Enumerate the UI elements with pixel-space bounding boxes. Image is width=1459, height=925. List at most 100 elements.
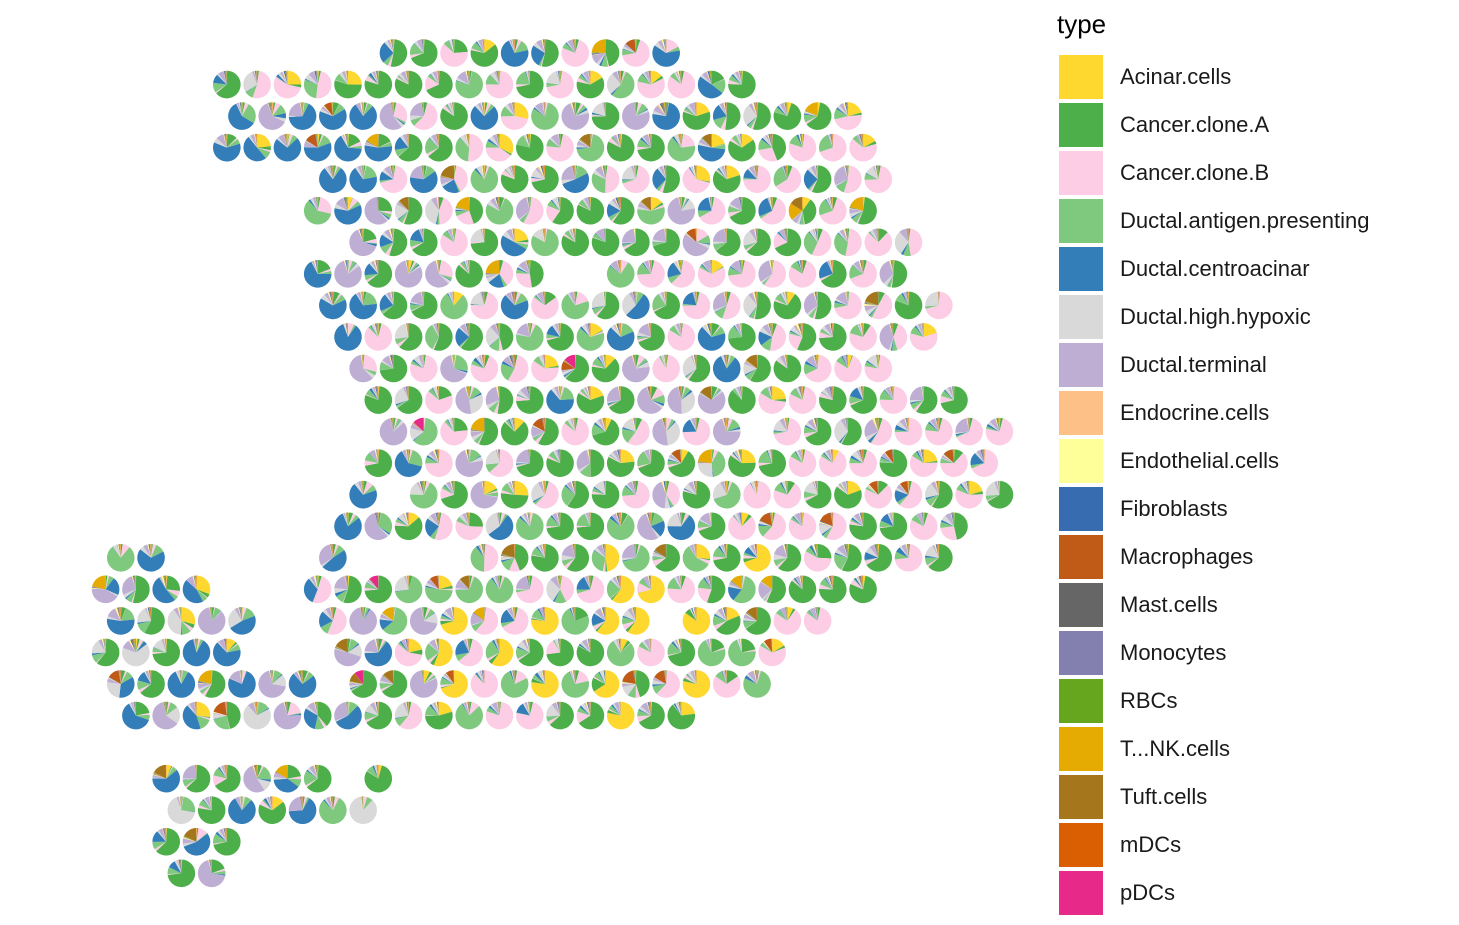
- pie-slice: [606, 262, 635, 288]
- pie-slice: [489, 336, 500, 347]
- pie-slice: [740, 70, 742, 85]
- pie-slice: [604, 228, 606, 243]
- pie-slice: [452, 102, 455, 117]
- pie-slice: [460, 323, 470, 337]
- pie-slice: [805, 102, 818, 117]
- pie-slice: [336, 197, 348, 211]
- pie-slice: [625, 44, 636, 53]
- pie-slice: [923, 323, 924, 337]
- pie-slice: [574, 291, 576, 306]
- pie-slice: [216, 70, 241, 99]
- pie-slice: [377, 70, 379, 85]
- pie-slice: [575, 228, 576, 243]
- pie-slice: [240, 102, 242, 117]
- pie-slice: [800, 323, 803, 337]
- pie-slice: [711, 196, 712, 211]
- pie-slice: [619, 323, 621, 337]
- pie-slice: [801, 323, 803, 337]
- pie-slice: [874, 165, 879, 180]
- pie-slice: [808, 231, 818, 243]
- pie-slice: [816, 228, 818, 243]
- spot-pie: [940, 386, 968, 414]
- pie-slice: [315, 260, 318, 274]
- pie-slice: [859, 134, 864, 148]
- pie-slice: [541, 165, 545, 180]
- pie-slice: [559, 133, 561, 148]
- pie-slice: [783, 165, 788, 180]
- pie-slice: [421, 165, 424, 180]
- pie-slice: [223, 71, 227, 85]
- pie-slice: [725, 228, 727, 243]
- pie-slice: [741, 323, 742, 337]
- pie-slice: [525, 260, 530, 274]
- pie-slice: [664, 165, 667, 180]
- pie-slice: [667, 262, 682, 278]
- pie-slice: [651, 133, 652, 148]
- pie-slice: [376, 260, 379, 274]
- pie-slice: [858, 323, 864, 337]
- pie-slice: [394, 336, 409, 340]
- pie-slice: [806, 102, 832, 130]
- pie-slice: [278, 134, 288, 148]
- pie-slice: [284, 134, 288, 148]
- pie-slice: [832, 260, 834, 274]
- pie-slice: [273, 76, 301, 99]
- pie-slice: [588, 323, 591, 337]
- pie-slice: [648, 71, 651, 85]
- pie-slice: [876, 228, 879, 243]
- pie-slice: [376, 196, 379, 211]
- pie-slice: [683, 110, 697, 117]
- pie-slice: [798, 260, 803, 274]
- spot-pie: [546, 386, 574, 414]
- pie-slice: [321, 106, 333, 117]
- pie-slice: [798, 323, 803, 337]
- pie-slice: [556, 71, 561, 85]
- pie-slice: [487, 200, 500, 211]
- pie-slice: [349, 104, 377, 130]
- pie-slice: [516, 133, 544, 162]
- pie-slice: [664, 165, 667, 180]
- pie-slice: [679, 133, 682, 148]
- pie-slice: [658, 293, 667, 306]
- pie-slice: [423, 354, 426, 369]
- pie-slice: [558, 70, 561, 85]
- pie-slice: [679, 323, 682, 337]
- pie-slice: [526, 260, 530, 274]
- pie-slice: [376, 323, 379, 337]
- pie-slice: [546, 336, 561, 341]
- pie-slice: [908, 291, 910, 306]
- spot-pie: [500, 354, 529, 383]
- pie-slice: [846, 165, 848, 180]
- pie-slice: [688, 167, 697, 180]
- pie-slice: [514, 39, 522, 53]
- pie-slice: [574, 39, 576, 53]
- pie-slice: [686, 228, 697, 243]
- pie-slice: [456, 77, 470, 85]
- pie-slice: [278, 72, 288, 85]
- pie-slice: [892, 260, 894, 274]
- pie-slice: [814, 165, 818, 180]
- pie-slice: [363, 242, 377, 244]
- pie-slice: [589, 323, 591, 337]
- pie-slice: [483, 39, 485, 53]
- pie-slice: [509, 39, 515, 53]
- spot-pie: [697, 70, 726, 99]
- pie-slice: [828, 197, 833, 211]
- pie-slice: [538, 53, 545, 67]
- pie-slice: [332, 165, 337, 180]
- pie-slice: [820, 260, 847, 288]
- pie-slice: [849, 207, 864, 211]
- pie-slice: [440, 355, 467, 383]
- pie-slice: [561, 294, 590, 320]
- pie-slice: [436, 133, 439, 148]
- pie-slice: [789, 330, 803, 337]
- pie-slice: [618, 197, 621, 211]
- pie-slice: [662, 165, 667, 180]
- pie-slice: [618, 70, 621, 85]
- pie-slice: [525, 71, 530, 85]
- pie-slice: [485, 147, 511, 162]
- pie-slice: [467, 133, 484, 162]
- pie-slice: [800, 133, 803, 148]
- pie-slice: [433, 323, 439, 337]
- pie-slice: [514, 102, 515, 117]
